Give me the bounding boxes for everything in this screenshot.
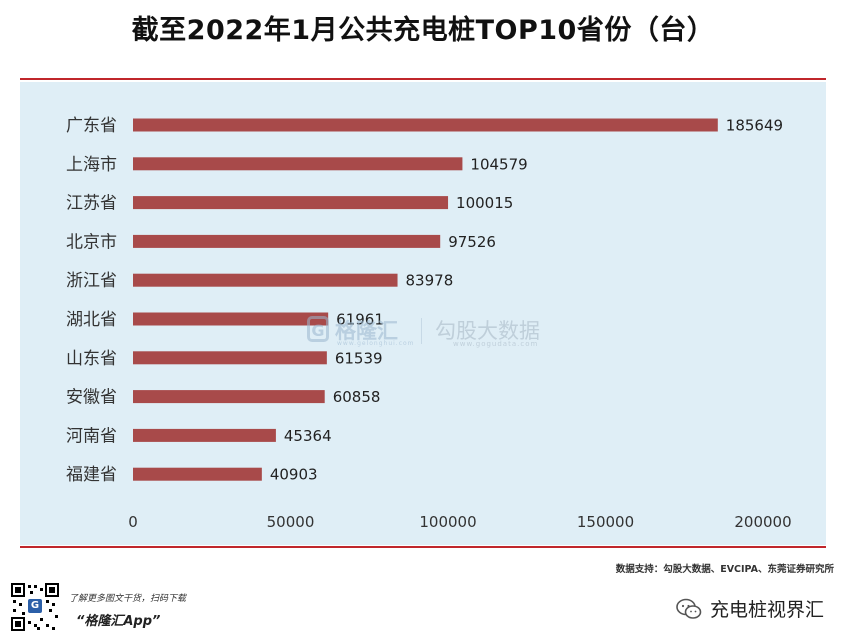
account-name: 充电桩视界汇 — [710, 599, 825, 621]
watermark-brand-url: www.gelonghui.com — [337, 340, 415, 347]
category-label: 河南省 — [66, 426, 117, 446]
value-label: 104579 — [470, 155, 527, 173]
bar — [133, 273, 398, 287]
bar — [133, 428, 276, 442]
gelonghui-badge-icon: G — [28, 599, 42, 613]
watermark-brand2-url: www.gogudata.com — [453, 340, 539, 348]
top-divider — [20, 78, 826, 80]
bottom-divider — [20, 546, 826, 548]
bar — [133, 390, 325, 404]
category-label: 江苏省 — [66, 194, 117, 214]
x-tick-label: 100000 — [419, 513, 476, 531]
category-label: 上海市 — [66, 155, 117, 175]
bar — [133, 196, 449, 210]
gelonghui-logo-icon: G — [307, 316, 329, 342]
value-label: 97526 — [448, 233, 496, 251]
bar — [133, 157, 463, 171]
value-label: 100015 — [456, 194, 513, 212]
value-label: 60858 — [333, 388, 381, 406]
bar — [133, 351, 327, 365]
x-tick-label: 0 — [128, 513, 138, 531]
promo-line-2: “格隆汇App” — [76, 614, 161, 629]
category-label: 北京市 — [66, 232, 117, 252]
watermark-brand2: 勾股大数据 — [435, 319, 540, 343]
category-label: 山东省 — [66, 349, 117, 369]
bar — [133, 312, 329, 326]
category-label: 广东省 — [66, 116, 117, 136]
watermark: G 格隆汇 www.gelonghui.com 勾股大数据 www.goguda… — [303, 312, 563, 352]
qr-code-icon[interactable]: G — [10, 582, 60, 632]
promo-line-1: 了解更多图文干货，扫码下载 — [69, 594, 187, 604]
category-label: 浙江省 — [66, 271, 117, 291]
wechat-icon — [676, 598, 702, 619]
value-label: 45364 — [284, 427, 332, 445]
category-label: 福建省 — [66, 465, 117, 485]
x-tick-label: 50000 — [267, 513, 315, 531]
value-label: 83978 — [406, 272, 454, 290]
chart-area: 广东省 185649 上海市 104579 江苏省 100015 北京市 97526 浙江省 83… — [20, 82, 826, 545]
bar-chart: 广东省 185649 上海市 104579 江苏省 100015 北京市 97526 浙江省 83… — [66, 116, 792, 531]
bar — [133, 234, 441, 248]
category-label: 湖北省 — [66, 310, 117, 330]
value-label: 61539 — [335, 349, 383, 367]
chart-title: 截至2022年1月公共充电桩TOP10省份（台） — [131, 15, 715, 46]
data-source-note: 数据支持：勾股大数据、EVCIPA、东莞证券研究所 — [615, 564, 834, 575]
category-label: 安徽省 — [66, 388, 117, 408]
watermark-separator — [421, 318, 422, 344]
value-label: 40903 — [270, 466, 318, 484]
x-tick-label: 150000 — [577, 513, 634, 531]
value-label: 185649 — [726, 117, 783, 135]
bar — [133, 467, 262, 481]
bar — [133, 118, 718, 132]
x-tick-label: 200000 — [734, 513, 791, 531]
value-label: 61961 — [336, 311, 384, 329]
watermark-brand: 格隆汇 — [335, 319, 398, 343]
